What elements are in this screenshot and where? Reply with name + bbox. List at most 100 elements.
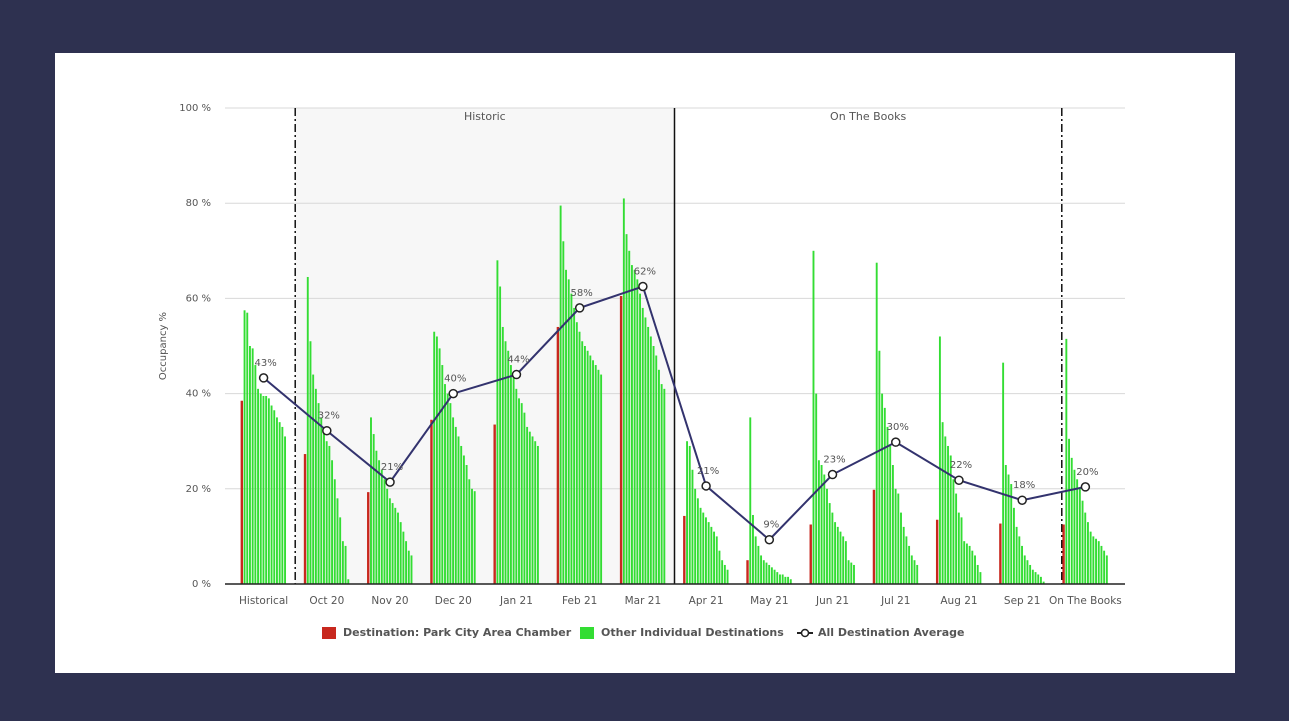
bar xyxy=(592,360,594,584)
bar xyxy=(446,393,449,584)
bar xyxy=(842,536,845,584)
historic-band xyxy=(295,108,675,584)
bar xyxy=(815,393,818,584)
bar xyxy=(1037,574,1040,584)
data-label: 22% xyxy=(950,460,972,471)
legend-swatch xyxy=(800,628,810,638)
bar xyxy=(707,522,710,584)
bar xyxy=(900,512,902,584)
bar xyxy=(872,489,876,584)
bar xyxy=(347,579,350,584)
bar xyxy=(762,560,765,584)
legend-label: Other Individual Destinations xyxy=(601,626,784,639)
bar xyxy=(372,434,375,584)
bar xyxy=(913,560,916,584)
bar xyxy=(1097,541,1100,584)
bar xyxy=(462,455,465,584)
bar xyxy=(652,346,655,584)
bar xyxy=(501,326,504,584)
bar xyxy=(397,512,399,584)
bar xyxy=(905,536,908,584)
bar xyxy=(1092,536,1095,584)
bar xyxy=(523,412,526,584)
bar xyxy=(641,307,644,584)
data-label: 21% xyxy=(697,466,719,477)
bar xyxy=(1065,338,1068,584)
bar xyxy=(826,488,828,584)
bar xyxy=(971,550,974,584)
bar xyxy=(968,545,971,584)
bar xyxy=(380,469,383,584)
bar xyxy=(1095,538,1097,584)
bar xyxy=(1062,524,1065,584)
bar xyxy=(583,346,586,584)
bar xyxy=(999,523,1002,584)
bar xyxy=(886,426,889,584)
bar xyxy=(370,417,372,584)
bar xyxy=(254,365,257,584)
bar xyxy=(1002,362,1005,584)
bar xyxy=(528,431,531,584)
bar xyxy=(752,514,754,584)
bar xyxy=(435,336,438,584)
bar xyxy=(281,426,284,584)
marker xyxy=(827,469,838,480)
bar xyxy=(378,460,381,584)
bar xyxy=(754,536,757,584)
y-tick-label: 60 % xyxy=(186,293,211,304)
data-label: 21% xyxy=(381,462,403,473)
bar xyxy=(367,492,370,584)
bar xyxy=(834,522,837,584)
bar xyxy=(910,555,913,584)
bar xyxy=(518,398,520,584)
x-tick-label: Oct 20 xyxy=(309,595,344,607)
x-tick-label: Feb 21 xyxy=(562,595,597,607)
bar xyxy=(705,517,707,584)
bar xyxy=(496,260,499,584)
bar xyxy=(947,445,949,584)
bar xyxy=(916,564,919,584)
bar xyxy=(504,341,507,584)
bar xyxy=(562,241,565,584)
bar xyxy=(1031,569,1034,584)
bar xyxy=(394,507,397,584)
y-tick-label: 80 % xyxy=(186,198,211,209)
bar xyxy=(589,355,592,584)
bar xyxy=(713,531,716,584)
y-tick-label: 100 % xyxy=(179,103,211,114)
bar xyxy=(647,326,650,584)
bar xyxy=(567,279,570,584)
x-tick-label: Nov 20 xyxy=(371,595,408,607)
marker xyxy=(258,373,269,383)
bar xyxy=(1084,512,1087,584)
bar xyxy=(1078,488,1081,584)
bar xyxy=(889,445,892,584)
bar xyxy=(823,474,826,584)
bar xyxy=(949,455,952,584)
x-tick-label: On The Books xyxy=(1049,595,1122,607)
marker xyxy=(954,475,964,485)
bar xyxy=(1086,522,1089,584)
bar xyxy=(391,503,394,584)
marker xyxy=(1017,495,1027,505)
x-tick-label: Apr 21 xyxy=(689,595,724,607)
bar xyxy=(383,479,386,584)
bar xyxy=(1004,465,1007,584)
marker xyxy=(1080,482,1091,492)
bar xyxy=(941,422,944,584)
bar xyxy=(760,555,763,584)
bar xyxy=(284,436,287,584)
bar xyxy=(696,498,699,584)
bar xyxy=(473,491,476,584)
bar xyxy=(853,564,855,584)
bar xyxy=(325,441,328,584)
bar xyxy=(636,279,639,584)
bar xyxy=(388,498,391,584)
bar xyxy=(328,445,331,584)
data-label: 9% xyxy=(763,520,779,531)
data-label: 62% xyxy=(634,267,656,278)
bar xyxy=(460,445,463,584)
bar xyxy=(891,465,894,584)
bar xyxy=(341,541,344,584)
bar xyxy=(251,348,254,584)
